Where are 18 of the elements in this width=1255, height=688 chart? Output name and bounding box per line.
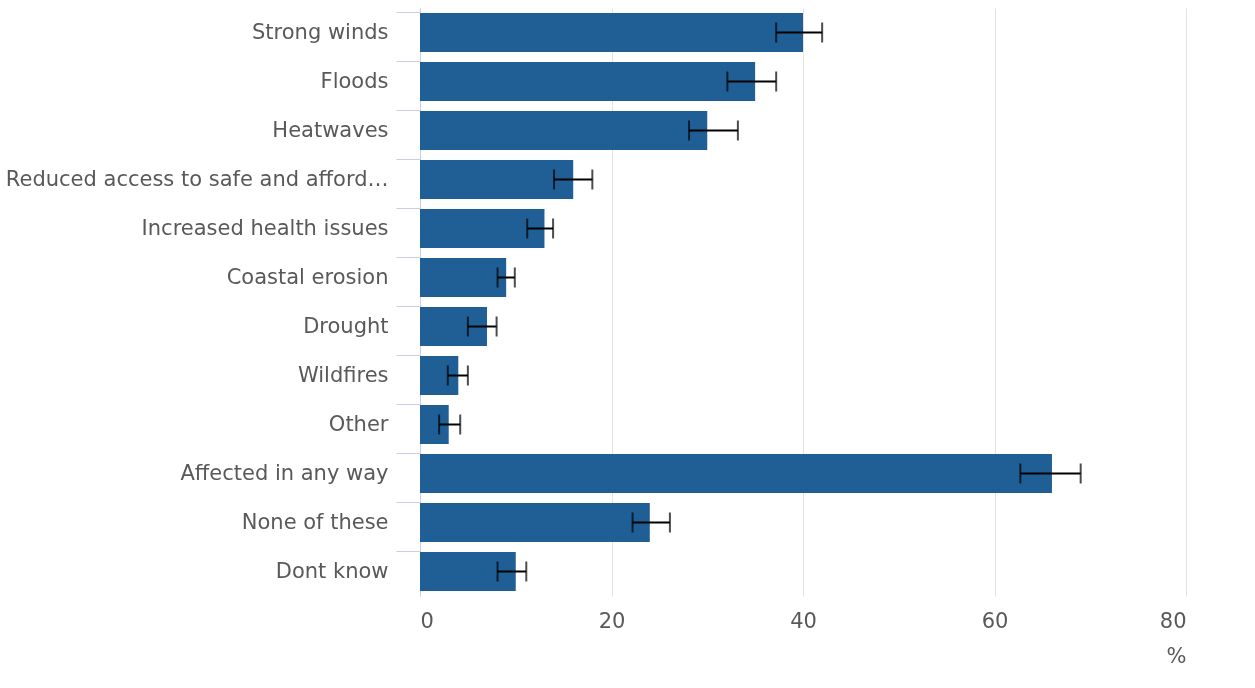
- y-tick-label: Dont know: [275, 558, 389, 583]
- y-tick-label: Strong winds: [252, 19, 389, 44]
- x-tick-label: 60: [981, 608, 1009, 633]
- y-tick-label: Other: [328, 411, 389, 436]
- x-axis-title: %: [1166, 643, 1187, 668]
- x-tick-label: 20: [598, 608, 626, 633]
- y-tick-label: Wildfires: [297, 362, 389, 387]
- y-tick-label: None of these: [241, 509, 389, 534]
- y-tick-label: Reduced access to safe and afford…: [5, 166, 389, 191]
- y-tick-label: Affected in any way: [180, 460, 389, 485]
- x-tick-label: 40: [790, 608, 817, 633]
- y-tick-label: Coastal erosion: [226, 264, 389, 289]
- y-tick-label: Increased health issues: [141, 215, 389, 240]
- x-tick-label: 80: [1159, 608, 1187, 633]
- y-tick-label: Drought: [303, 313, 389, 338]
- y-tick-label: Floods: [320, 68, 389, 93]
- y-tick-label: Heatwaves: [272, 117, 389, 142]
- x-tick-label: 0: [420, 608, 434, 633]
